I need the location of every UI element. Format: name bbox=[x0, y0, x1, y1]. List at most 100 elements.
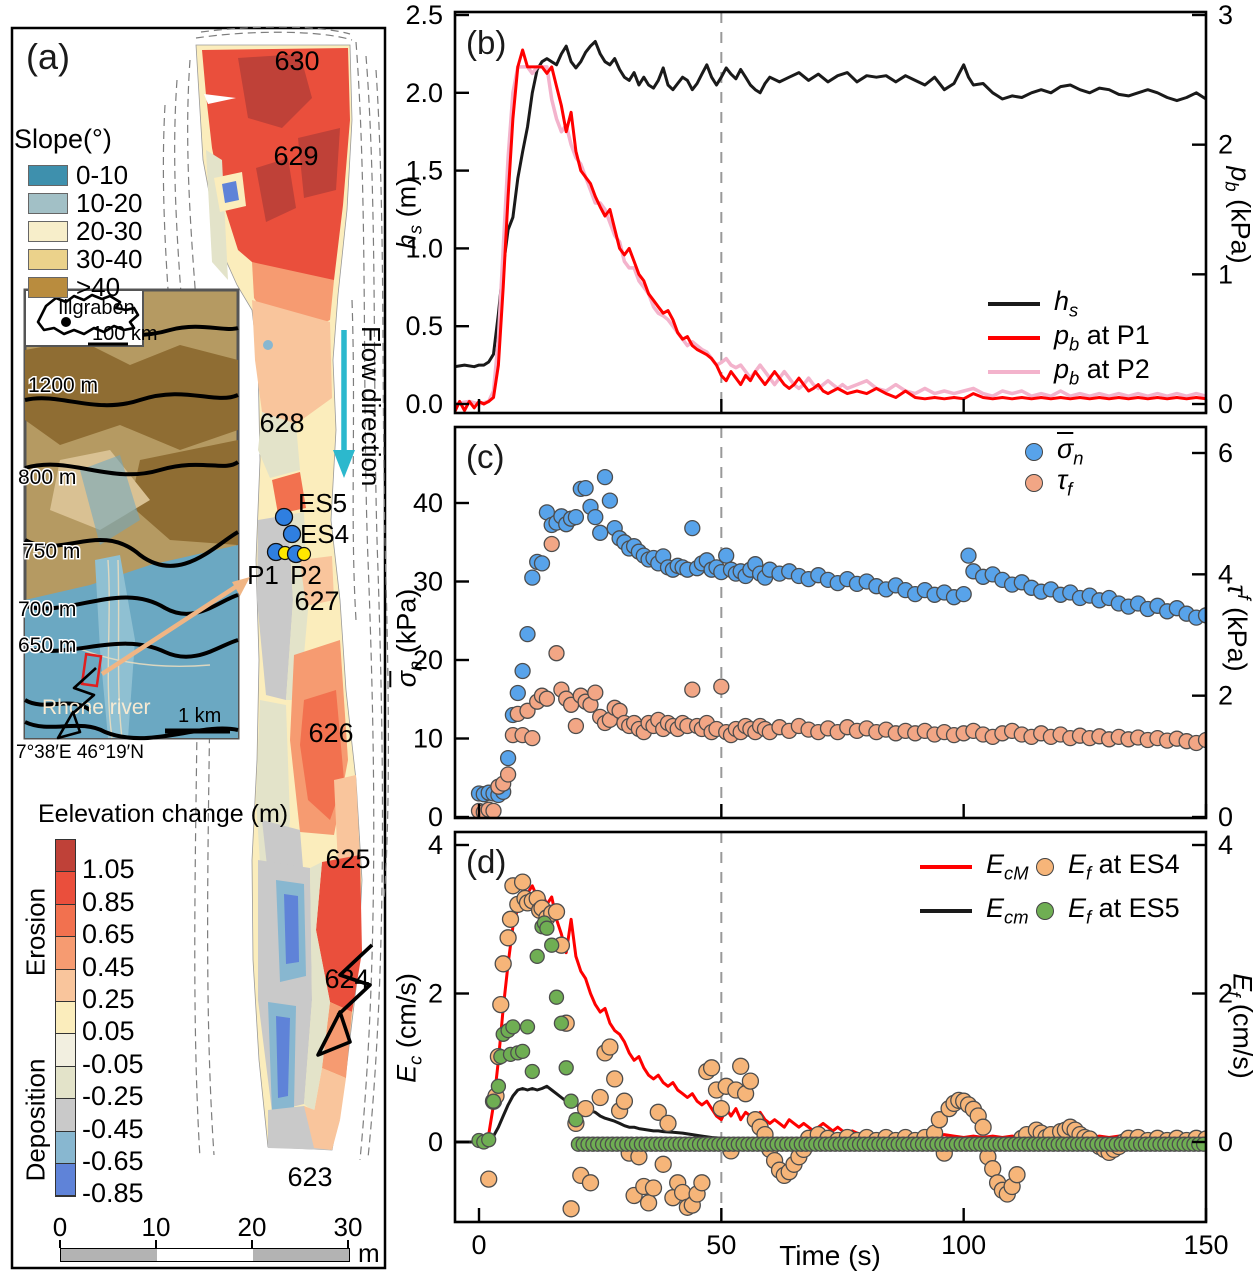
north-arrow-icon bbox=[316, 943, 374, 1057]
elevation-tick-label: -0.85 bbox=[82, 1178, 144, 1209]
inset-north-arrow-icon bbox=[56, 667, 97, 740]
contour-650: 650 m bbox=[18, 634, 76, 657]
slope-swatch bbox=[28, 248, 68, 270]
panel-b-letter: (b) bbox=[466, 24, 507, 61]
axes-frame bbox=[453, 10, 1208, 415]
scalebar-number: 30 bbox=[333, 1212, 363, 1242]
scalebar-tick bbox=[59, 1240, 61, 1248]
tick-label: 0 bbox=[428, 1127, 443, 1157]
tick-label: 2 bbox=[428, 979, 443, 1009]
tick-label: 0.0 bbox=[405, 389, 443, 419]
p1-label: P1 bbox=[247, 560, 279, 590]
elevation-legend-title: Eelevation change (m) bbox=[38, 800, 289, 828]
erosion-label: Erosion bbox=[20, 887, 51, 977]
elevation-colorbar-cell bbox=[56, 1034, 75, 1067]
slope-legend-item: 10-20 bbox=[14, 187, 143, 218]
scalebar-number: 10 bbox=[141, 1212, 171, 1242]
slope-legend-item: 20-30 bbox=[14, 215, 143, 246]
rhone-river-label: Rhone river bbox=[42, 696, 151, 719]
scalebar-tick bbox=[347, 1240, 349, 1248]
elevation-tick-label: 0.05 bbox=[82, 1016, 135, 1047]
tick-label: 50 bbox=[706, 1230, 736, 1260]
contour-700: 700 m bbox=[18, 598, 76, 621]
ecM-line-swatch bbox=[920, 865, 972, 869]
inset-map: 1200 m 800 m 750 m 700 m 650 m Rhone riv… bbox=[17, 288, 240, 741]
elevation-colorbar-cell bbox=[56, 904, 75, 938]
scalebar-bar bbox=[60, 1248, 350, 1262]
elevation-tick-label: -0.05 bbox=[82, 1048, 144, 1079]
series-tau_f bbox=[470, 535, 1206, 818]
pb-p2-line-swatch bbox=[988, 370, 1040, 374]
flow-direction-arrow: Flow direction bbox=[333, 326, 386, 486]
series-Ef_ES5 bbox=[471, 915, 1206, 1152]
slope-label: 0-10 bbox=[76, 159, 129, 190]
tick-label: 4 bbox=[1218, 559, 1233, 589]
legend-item-sigma: σn bbox=[1025, 434, 1084, 468]
contour-750: 750 m bbox=[22, 540, 80, 563]
legend-item-ef-es5: Ef at ES5 bbox=[1036, 889, 1180, 933]
elevation-tick-label: -0.25 bbox=[82, 1081, 144, 1112]
tick-label: 0 bbox=[428, 802, 443, 832]
tick-label: 3 bbox=[1218, 0, 1233, 30]
legend-item-hs: hs bbox=[988, 286, 1150, 321]
inset-scale-label: 1 km bbox=[178, 705, 221, 727]
ef-es4-dot-swatch bbox=[1036, 858, 1054, 876]
tick-label: 20 bbox=[413, 645, 443, 675]
panel-c-letter: (c) bbox=[466, 438, 505, 475]
illgraben-dot bbox=[61, 317, 71, 327]
legend-item-pb-p2: pb at P2 bbox=[988, 354, 1150, 389]
scalebar-number: 0 bbox=[52, 1212, 68, 1242]
legend-item-ef-es4: Ef at ES4 bbox=[1036, 845, 1180, 889]
tick-label: 0 bbox=[1218, 1127, 1233, 1157]
series-hs bbox=[455, 40, 1206, 369]
elevation-colorbar-cell bbox=[56, 1163, 75, 1197]
elevation-colorbar-cell bbox=[56, 937, 75, 970]
study-reach-box bbox=[80, 652, 103, 688]
elevation-tick-label: 0.65 bbox=[82, 919, 135, 950]
legend-item-pb-p1: pb at P1 bbox=[988, 320, 1150, 355]
slope-label: 10-20 bbox=[76, 187, 143, 218]
legend-panel-d-lines: EcM Ecm bbox=[920, 845, 1029, 933]
scalebar-tick bbox=[155, 1240, 157, 1248]
slope-label: 20-30 bbox=[76, 215, 143, 246]
axis-title-tau: τf (kPa) bbox=[1222, 584, 1255, 672]
tick-label: 2.0 bbox=[405, 78, 443, 108]
elevation-tick-label: 0.45 bbox=[82, 951, 135, 982]
slope-legend-title: Slope(°) bbox=[14, 124, 112, 154]
p2-label: P2 bbox=[290, 560, 322, 590]
station-markers: ES5 ES4 P1 P2 bbox=[247, 488, 349, 590]
elevation-colorbar-cell bbox=[56, 872, 75, 905]
legend-item-ecM: EcM bbox=[920, 845, 1029, 889]
slope-legend-item: 0-10 bbox=[14, 159, 143, 190]
pb-p1-line-swatch bbox=[988, 336, 1040, 340]
slope-legend-item: >40 bbox=[14, 272, 143, 302]
flow-direction-label: Flow direction bbox=[356, 326, 386, 486]
scalebar-tick bbox=[251, 1240, 253, 1248]
tick-label: 2 bbox=[1218, 130, 1233, 160]
tick-label: 1 bbox=[1218, 259, 1233, 289]
elevation-tick-label: 0.85 bbox=[82, 886, 135, 917]
label-630: 630 bbox=[274, 46, 319, 76]
slope-swatch bbox=[28, 192, 68, 214]
ecm-line-swatch bbox=[920, 909, 972, 913]
es4-marker bbox=[282, 524, 302, 544]
elevation-tick-label: 1.05 bbox=[82, 854, 135, 885]
series-sigma_n bbox=[470, 468, 1206, 804]
axes-frame bbox=[453, 830, 1208, 1224]
tick-label: 2 bbox=[1218, 979, 1233, 1009]
elevation-tick-label: -0.65 bbox=[82, 1145, 144, 1176]
axis-title-ef: Ef (cm/s) bbox=[1223, 973, 1256, 1079]
inset-coords-label: 7°38′E 46°19′N bbox=[16, 742, 144, 763]
tick-label: 6 bbox=[1218, 438, 1233, 468]
panel-d-letter: (d) bbox=[466, 843, 507, 880]
label-628: 628 bbox=[259, 408, 304, 438]
tick-label: 1.5 bbox=[405, 156, 443, 186]
tick-label: 1.0 bbox=[405, 233, 443, 263]
es5-label: ES5 bbox=[298, 488, 347, 518]
time-axis-label: Time (s) bbox=[779, 1240, 881, 1271]
label-623: 623 bbox=[287, 1162, 332, 1192]
elevation-colorbar-cell bbox=[56, 1131, 75, 1164]
contour-800: 800 m bbox=[18, 466, 76, 489]
